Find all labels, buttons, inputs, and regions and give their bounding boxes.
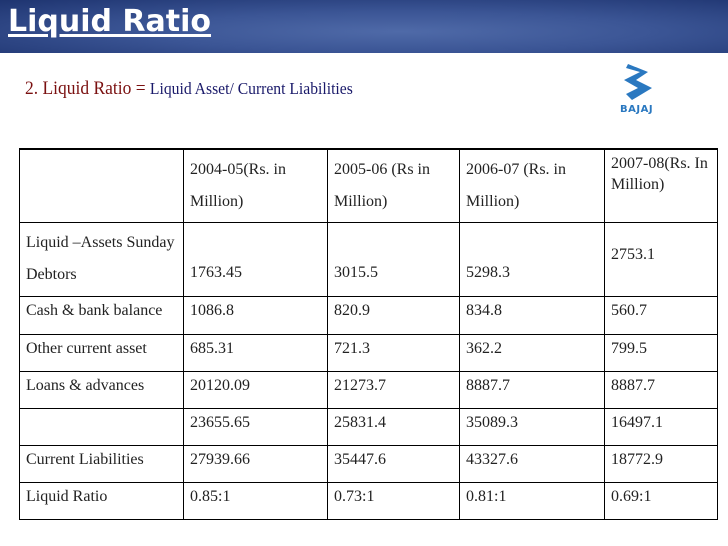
table-cell: 0.73:1	[327, 482, 460, 520]
table-cell: Liquid Ratio	[19, 482, 184, 520]
table-cell: 21273.7	[327, 371, 460, 409]
table-row: Liquid Ratio 0.85:1 0.73:1 0.81:1 0.69:1	[19, 482, 718, 520]
formula: 2. Liquid Ratio = Liquid Asset/ Current …	[25, 78, 353, 100]
table-cell: 43327.6	[459, 445, 605, 483]
table-cell: 721.3	[327, 334, 460, 372]
title-banner: Liquid Ratio	[0, 0, 728, 53]
table-row: 23655.65 25831.4 35089.3 16497.1	[19, 408, 718, 446]
table-cell: 8887.7	[459, 371, 605, 409]
table-cell: Cash & bank balance	[19, 296, 184, 335]
table-cell: 1086.8	[183, 296, 328, 335]
table-row: Loans & advances 20120.09 21273.7 8887.7 888…	[19, 371, 718, 409]
table-row: Current Liabilities 27939.66 35447.6 43327.…	[19, 445, 718, 483]
table-cell: 25831.4	[327, 408, 460, 446]
table-cell: 35447.6	[327, 445, 460, 483]
table-cell: 27939.66	[183, 445, 328, 483]
table-cell: 0.81:1	[459, 482, 605, 520]
table-cell: 1763.45	[183, 222, 328, 297]
table-cell: 35089.3	[459, 408, 605, 446]
table-header-row: 2004-05(Rs. in Million) 2005-06 (Rs in Mi…	[19, 148, 718, 223]
table-cell: 5298.3	[459, 222, 605, 297]
page-title: Liquid Ratio	[8, 4, 212, 39]
table-cell: 799.5	[604, 334, 718, 372]
table-cell: 2004-05(Rs. in Million)	[183, 148, 328, 223]
formula-label: 2. Liquid Ratio =	[25, 78, 146, 99]
table-cell: Loans & advances	[19, 371, 184, 409]
table-row: Liquid –Assets Sunday Debtors 1763.45 3015…	[19, 222, 718, 297]
table-cell: 2753.1	[604, 222, 718, 297]
table-cell: 0.69:1	[604, 482, 718, 520]
table-cell: 20120.09	[183, 371, 328, 409]
table-cell: 834.8	[459, 296, 605, 335]
table-cell	[19, 408, 184, 446]
table-cell: 560.7	[604, 296, 718, 335]
table-cell: 23655.65	[183, 408, 328, 446]
table-row: Cash & bank balance 1086.8 820.9 834.8 560.7	[19, 296, 718, 335]
table-cell: 16497.1	[604, 408, 718, 446]
table-cell: 2007-08(Rs. In Million)	[604, 148, 718, 223]
table-cell: 0.85:1	[183, 482, 328, 520]
table-cell: Liquid –Assets Sunday Debtors	[19, 222, 184, 297]
table-row: Other current asset 685.31 721.3 362.2 799.5	[19, 334, 718, 372]
table-cell: 2006-07 (Rs. in Million)	[459, 148, 605, 223]
table-cell: Other current asset	[19, 334, 184, 372]
table-cell	[19, 148, 184, 223]
table-cell: 3015.5	[327, 222, 460, 297]
bajaj-logo: BAJAJ	[612, 60, 678, 118]
table-cell: 8887.7	[604, 371, 718, 409]
bajaj-emblem-icon	[624, 64, 652, 100]
table-cell: 2005-06 (Rs in Million)	[327, 148, 460, 223]
table-cell: 18772.9	[604, 445, 718, 483]
table-cell: 362.2	[459, 334, 605, 372]
table-cell: 685.31	[183, 334, 328, 372]
logo-text: BAJAJ	[620, 104, 654, 115]
liquid-ratio-table: 2004-05(Rs. in Million) 2005-06 (Rs in Mi…	[19, 148, 718, 520]
table-cell: 820.9	[327, 296, 460, 335]
table-cell: Current Liabilities	[19, 445, 184, 483]
formula-definition: Liquid Asset/ Current Liabilities	[149, 79, 353, 98]
